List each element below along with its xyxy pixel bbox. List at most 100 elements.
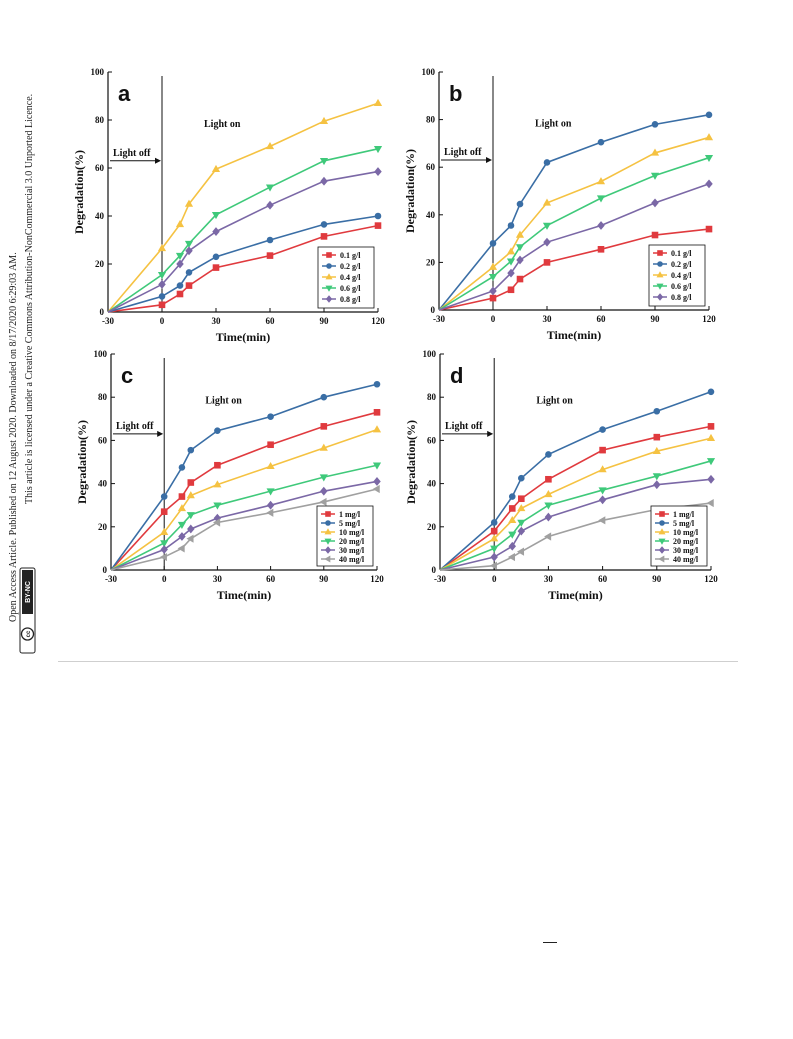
data-point — [373, 477, 381, 486]
legend-label: 0.1 g/l — [671, 249, 692, 258]
legend: 0.1 g/l 0.2 g/l 0.4 g/l 0.6 g/l 0.8 g/l — [648, 244, 706, 307]
x-tick-label: 90 — [651, 314, 661, 324]
light-on-label: Light on — [204, 119, 241, 130]
data-point — [266, 236, 274, 244]
data-point — [516, 255, 524, 265]
x-tick-label: 120 — [702, 314, 716, 324]
panel-letter: c — [121, 363, 133, 388]
data-point — [320, 486, 328, 496]
data-point — [374, 212, 382, 220]
data-point — [489, 286, 497, 296]
data-point — [160, 527, 169, 535]
data-point — [544, 512, 553, 522]
legend-label: 40 mg/l — [673, 555, 699, 564]
data-point — [517, 504, 526, 512]
data-point — [490, 545, 499, 553]
data-point — [507, 552, 516, 562]
series-30-mg-l — [439, 474, 715, 571]
data-point — [373, 146, 383, 154]
y-axis-label: Degradation(%) — [75, 420, 89, 504]
by-nc-badge — [22, 570, 33, 614]
data-point — [266, 200, 274, 210]
cc-badge[interactable]: BY-NC cc — [19, 567, 36, 654]
series-line — [439, 391, 712, 571]
data-point — [506, 247, 516, 255]
data-point — [650, 148, 660, 156]
data-point — [508, 541, 517, 551]
data-point — [160, 540, 169, 548]
legend-swatch-marker — [658, 546, 666, 554]
data-point — [517, 519, 526, 527]
series-0-6-g-l — [438, 154, 714, 311]
data-point — [320, 393, 328, 401]
data-point — [706, 433, 716, 441]
legend-swatch-marker — [325, 511, 331, 517]
data-point — [176, 290, 184, 298]
data-point — [319, 158, 329, 166]
data-point — [597, 138, 605, 146]
data-point — [599, 446, 606, 454]
license-sidebar: Open Access Article. Published on 12 Aug… — [8, 94, 36, 654]
data-point — [265, 184, 275, 192]
legend-label: 0.1 g/l — [340, 251, 361, 260]
x-tick-label: 120 — [371, 316, 385, 326]
data-point — [489, 294, 497, 302]
y-tick-label: 20 — [95, 259, 105, 269]
series-line — [107, 102, 379, 313]
divider — [58, 661, 738, 662]
data-point — [651, 198, 659, 208]
data-point — [598, 487, 607, 495]
x-axis-label: Time(min) — [217, 588, 271, 602]
x-tick-label: 120 — [370, 574, 384, 584]
legend-swatch-marker — [324, 528, 332, 535]
data-point — [706, 458, 716, 466]
data-point — [175, 252, 185, 260]
series-0-4-g-l — [107, 98, 383, 313]
legend-swatch-marker — [325, 520, 331, 526]
data-point — [704, 154, 714, 163]
data-point — [184, 240, 194, 248]
data-point — [266, 252, 274, 259]
light-off-label: Light off — [113, 148, 151, 159]
data-point — [320, 221, 328, 228]
data-point — [177, 544, 185, 553]
series-line — [438, 136, 710, 311]
data-point — [373, 409, 381, 416]
data-point — [178, 532, 186, 541]
series-10-mg-l — [439, 433, 716, 571]
data-point — [373, 380, 381, 388]
data-point — [544, 502, 553, 510]
legend-swatch-marker — [324, 546, 332, 554]
data-point — [650, 172, 660, 180]
data-point — [320, 176, 328, 186]
legend: 0.1 g/l 0.2 g/l 0.4 g/l 0.6 g/l 0.8 g/l — [317, 246, 375, 309]
series-line — [107, 148, 379, 313]
legend-swatch-marker — [659, 520, 665, 526]
legend-swatch-marker — [325, 285, 333, 292]
data-point — [489, 561, 497, 570]
x-tick-label: 60 — [597, 314, 607, 324]
badge-by-nc-text: BY-NC — [25, 581, 32, 603]
data-point — [507, 222, 515, 229]
legend-label: 5 mg/l — [673, 519, 695, 528]
legend-label: 5 mg/l — [339, 519, 361, 528]
legend-label: 10 mg/l — [673, 528, 699, 537]
legend-swatch-marker — [325, 295, 333, 303]
data-point — [212, 264, 220, 271]
y-axis-label: Degradation(%) — [403, 149, 417, 233]
data-point — [508, 505, 516, 512]
data-point — [158, 293, 166, 300]
panel-letter: b — [449, 81, 462, 106]
data-point — [187, 446, 195, 454]
y-tick-label: 40 — [426, 210, 436, 220]
data-point — [319, 474, 328, 482]
legend-swatch-marker — [658, 528, 666, 535]
data-point — [374, 167, 382, 177]
y-tick-label: 100 — [94, 349, 108, 359]
x-tick-label: 90 — [652, 574, 662, 584]
legend: 1 mg/l5 mg/l10 mg/l20 mg/l30 mg/l40 mg/l — [650, 505, 708, 567]
series-20-mg-l — [439, 458, 716, 571]
y-tick-label: 100 — [422, 67, 436, 77]
